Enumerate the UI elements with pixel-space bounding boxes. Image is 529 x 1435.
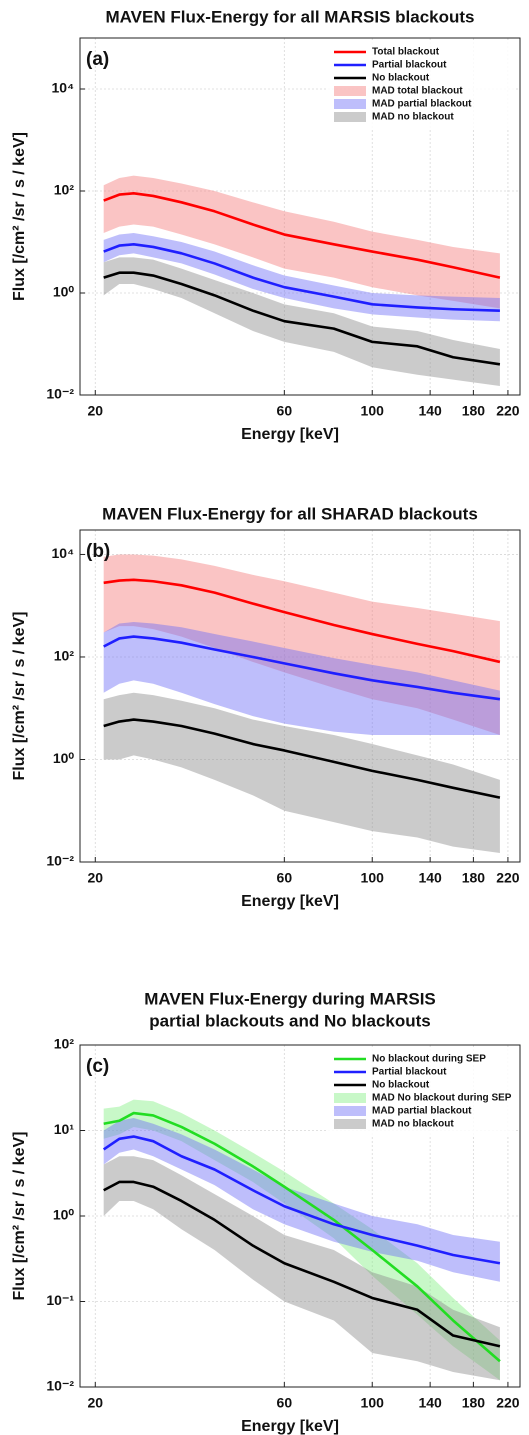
plot-area [80, 530, 520, 862]
flux-line [103, 718, 501, 799]
flux-line [103, 271, 501, 366]
legend-swatch [334, 112, 366, 122]
legend-swatch [334, 1093, 366, 1103]
x-tick-label: 20 [87, 870, 103, 886]
mad-band [103, 692, 500, 853]
chart-title: MAVEN Flux-Energy during MARSIS [144, 989, 436, 1008]
chart-title: MAVEN Flux-Energy for all MARSIS blackou… [105, 7, 474, 26]
x-tick-label: 60 [277, 1395, 293, 1411]
y-tick-label: 10⁰ [53, 284, 75, 300]
x-tick-label: 100 [361, 403, 385, 419]
x-tick-label: 220 [496, 870, 520, 886]
legend-swatch [334, 86, 366, 96]
mad-band [103, 622, 500, 736]
flux-line [102, 1135, 501, 1265]
y-tick-label: 10⁻² [46, 1378, 74, 1394]
legend-label: No blackout [372, 73, 430, 84]
y-tick-label: 10⁻¹ [46, 1292, 74, 1308]
y-axis-label: Flux [/cm² /sr / s / keV] [11, 1132, 28, 1301]
y-tick-label: 10² [54, 648, 75, 664]
legend-label: MAD partial blackout [372, 99, 472, 110]
x-axis-label: Energy [keV] [241, 426, 339, 443]
x-axis-label: Energy [keV] [241, 893, 339, 910]
flux-line [103, 192, 501, 279]
x-tick-label: 220 [496, 403, 520, 419]
x-tick-label: 180 [462, 870, 486, 886]
plot-frame [79, 529, 521, 863]
flux-line [103, 1111, 501, 1363]
legend-label: No blackout [372, 1080, 430, 1091]
x-tick-label: 220 [496, 1395, 520, 1411]
y-tick-label: 10⁴ [52, 545, 75, 561]
y-axis-label: Flux [/cm² /sr / s / keV] [11, 132, 28, 301]
x-tick-label: 140 [418, 403, 442, 419]
y-tick-label: 10⁰ [53, 1207, 75, 1223]
mad-band [103, 233, 500, 322]
legend-box [326, 42, 516, 128]
y-tick-label: 10² [54, 1036, 75, 1052]
flux-line [103, 635, 501, 701]
x-tick-label: 100 [361, 870, 385, 886]
chart-title: partial blackouts and No blackouts [149, 1011, 431, 1030]
legend-label: Partial blackout [372, 60, 447, 71]
legend-label: MAD no blackout [372, 1119, 454, 1130]
mad-band [103, 257, 500, 387]
legend-label: MAD No blackout during SEP [372, 1093, 512, 1104]
y-tick-label: 10² [54, 182, 75, 198]
legend-swatch [334, 1106, 366, 1116]
plot-frame [79, 1044, 521, 1388]
x-tick-label: 100 [361, 1395, 385, 1411]
legend-label: MAD total blackout [372, 86, 463, 97]
legend-swatch [334, 1119, 366, 1129]
y-tick-label: 10⁴ [52, 80, 75, 96]
y-tick-label: 10⁰ [53, 750, 75, 766]
chart-title: MAVEN Flux-Energy for all SHARAD blackou… [102, 504, 478, 523]
legend-label: Partial blackout [372, 1067, 447, 1078]
plot-frame [79, 37, 521, 396]
x-tick-label: 20 [87, 1395, 103, 1411]
y-tick-label: 10⁻² [46, 386, 74, 402]
panel-label: (a) [86, 49, 109, 70]
legend-label: Total blackout [372, 47, 440, 58]
x-tick-label: 180 [462, 403, 486, 419]
x-tick-label: 140 [418, 1395, 442, 1411]
legend-label: No blackout during SEP [372, 1054, 486, 1065]
legend-label: MAD partial blackout [372, 1106, 472, 1117]
mad-band [103, 1099, 500, 1381]
x-tick-label: 20 [87, 403, 103, 419]
legend-label: MAD no blackout [372, 112, 454, 123]
x-tick-label: 60 [277, 403, 293, 419]
x-tick-label: 180 [462, 1395, 486, 1411]
x-axis-label: Energy [keV] [241, 1418, 339, 1435]
y-tick-label: 10⁻² [46, 853, 74, 869]
y-tick-label: 10¹ [54, 1121, 75, 1137]
legend-box [326, 1049, 516, 1135]
flux-line [103, 243, 500, 312]
x-tick-label: 140 [418, 870, 442, 886]
mad-band [103, 554, 500, 736]
x-tick-label: 60 [277, 870, 293, 886]
panel-label: (c) [86, 1056, 109, 1077]
flux-line [103, 1180, 501, 1348]
legend-swatch [334, 99, 366, 109]
flux-line [103, 578, 501, 664]
panel-label: (b) [86, 541, 110, 562]
y-axis-label: Flux [/cm² /sr / s / keV] [11, 612, 28, 781]
